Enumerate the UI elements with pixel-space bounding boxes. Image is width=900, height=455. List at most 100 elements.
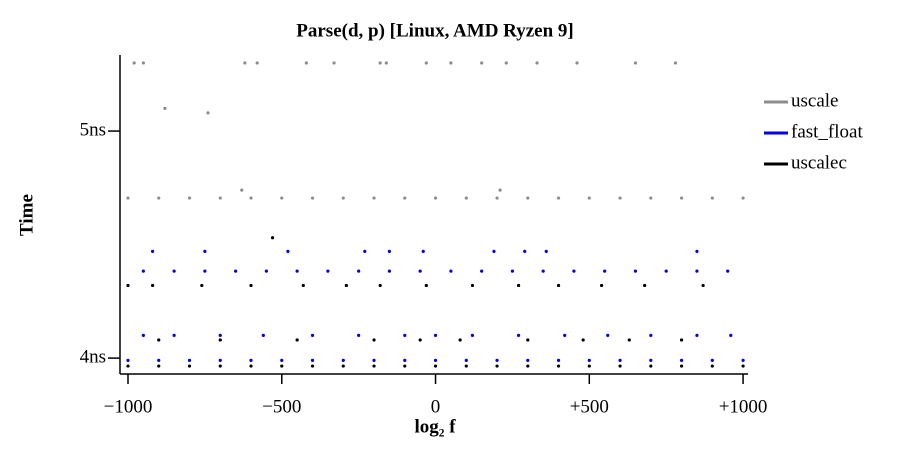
point — [544, 249, 548, 253]
point — [526, 358, 530, 362]
point — [372, 358, 376, 362]
point — [372, 364, 376, 368]
point — [523, 249, 527, 253]
point — [157, 196, 161, 200]
point — [600, 283, 604, 288]
point — [295, 338, 299, 342]
point — [187, 364, 192, 368]
legend-label: fast_float — [791, 121, 863, 142]
point — [458, 338, 462, 342]
point — [249, 358, 253, 362]
point — [310, 196, 315, 200]
point — [357, 269, 361, 273]
point — [270, 236, 275, 240]
y-axis-label: Time — [16, 194, 37, 236]
point — [372, 338, 376, 342]
point — [495, 358, 499, 362]
point — [510, 269, 515, 273]
point — [387, 269, 392, 273]
point — [679, 364, 684, 368]
point — [587, 196, 591, 200]
point — [535, 61, 539, 65]
point — [495, 364, 499, 368]
point — [741, 358, 745, 362]
point — [240, 188, 244, 192]
point — [695, 333, 699, 338]
point — [126, 283, 130, 288]
point — [495, 196, 499, 200]
point — [150, 249, 155, 253]
point — [572, 269, 576, 273]
point — [378, 283, 382, 288]
x-tick-label: 0 — [431, 396, 441, 417]
point — [516, 283, 521, 288]
point — [141, 333, 145, 338]
point — [243, 61, 247, 65]
point — [464, 196, 468, 200]
point — [218, 364, 222, 368]
point — [384, 61, 388, 65]
point — [618, 364, 622, 368]
point — [627, 338, 631, 342]
point — [387, 249, 392, 253]
point — [424, 283, 428, 288]
point — [163, 106, 167, 110]
point — [372, 196, 376, 200]
x-tick-label: +500 — [570, 396, 609, 417]
point — [563, 333, 567, 338]
point — [701, 283, 705, 288]
point — [633, 269, 638, 273]
point — [480, 269, 484, 273]
point — [341, 196, 345, 200]
point — [126, 358, 130, 362]
point — [310, 358, 315, 362]
point — [679, 196, 684, 200]
point — [710, 196, 714, 200]
point — [433, 364, 438, 368]
point — [418, 338, 422, 342]
point — [304, 61, 308, 65]
point — [249, 283, 253, 288]
point — [301, 283, 305, 288]
point — [264, 269, 268, 273]
point — [126, 196, 130, 200]
chart-title: Parse(d, p) [Linux, AMD Ryzen 9] — [296, 20, 573, 41]
point — [541, 269, 545, 273]
point — [726, 269, 730, 273]
point — [464, 364, 468, 368]
point — [421, 249, 425, 253]
point — [679, 338, 684, 342]
point — [126, 364, 130, 368]
point — [470, 283, 475, 288]
point — [556, 196, 561, 200]
point — [363, 249, 367, 253]
point — [344, 283, 348, 288]
point — [403, 333, 407, 338]
point — [464, 358, 468, 362]
point — [249, 196, 253, 200]
point — [741, 364, 745, 368]
point — [255, 61, 259, 65]
point — [633, 61, 638, 65]
point — [357, 333, 361, 338]
point — [418, 269, 422, 273]
point — [433, 358, 438, 362]
point — [310, 364, 315, 368]
point — [649, 364, 653, 368]
point — [141, 61, 145, 65]
point — [516, 333, 521, 338]
point — [581, 338, 585, 342]
point — [295, 269, 299, 273]
point — [449, 61, 453, 65]
point — [150, 283, 155, 288]
point — [643, 283, 647, 288]
point — [187, 358, 192, 362]
point — [526, 196, 530, 200]
x-tick-label: +1000 — [719, 396, 768, 417]
point — [341, 364, 345, 368]
point — [433, 333, 438, 338]
point — [526, 364, 530, 368]
point — [587, 364, 591, 368]
point — [157, 358, 161, 362]
